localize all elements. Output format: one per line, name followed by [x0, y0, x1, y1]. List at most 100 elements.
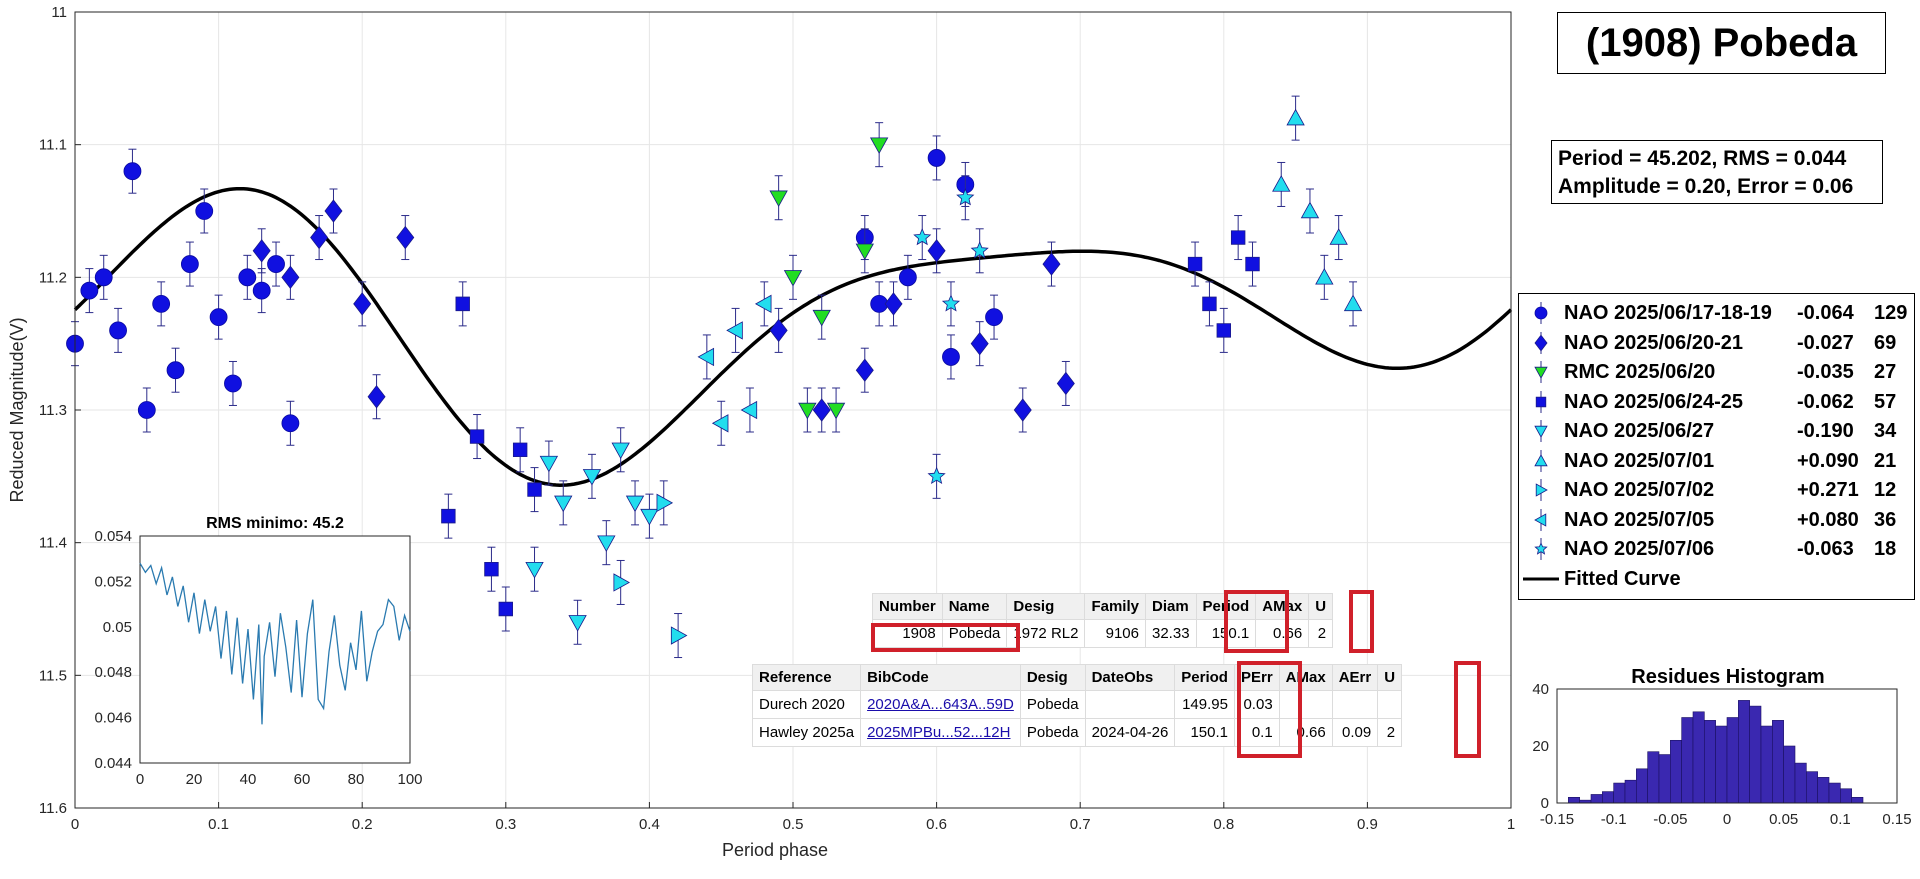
hist-y-tick-label: 40 — [1532, 681, 1549, 698]
data-points-layer — [66, 95, 1363, 659]
data-point — [252, 281, 271, 300]
y-tick-label: 11 — [51, 4, 67, 21]
fit-stats-box: Period = 45.202, RMS = 0.044 Amplitude =… — [1551, 140, 1883, 204]
inset-y-tick-label: 0.046 — [94, 710, 132, 727]
data-point — [1329, 228, 1348, 245]
legend-item: NAO 2025/06/24-25 -0.062 57 — [1519, 387, 1914, 416]
x-tick-label: 0.3 — [495, 816, 516, 833]
period-references-table: Reference BibCode Desig DateObs Period PErr AM… — [751, 664, 1403, 747]
fitted-curve-layer — [73, 186, 1513, 487]
table-header-period: Period — [1174, 664, 1235, 691]
histogram-bar — [1806, 771, 1818, 804]
data-point — [697, 347, 715, 367]
data-point — [137, 401, 156, 419]
data-point — [1245, 256, 1260, 272]
data-point — [769, 190, 788, 208]
data-point — [484, 562, 499, 577]
object-title: (1908) Pobeda — [1557, 12, 1886, 74]
data-point — [441, 508, 456, 524]
fit-stats-line2: Amplitude = 0.20, Error = 0.06 — [1558, 175, 1854, 198]
table-cell: 2 — [1377, 718, 1403, 747]
data-point — [941, 294, 960, 312]
legend-marker — [1534, 366, 1548, 379]
histogram-bar — [1624, 779, 1637, 804]
legend-marker — [1535, 483, 1548, 497]
data-point — [783, 270, 803, 287]
histogram-bar — [1726, 717, 1739, 804]
legend-count: 36 — [1874, 508, 1897, 531]
triangle-left-marker-icon — [1534, 508, 1547, 531]
bibcode-link[interactable]: 2025MPBu...52...12H — [860, 718, 1021, 747]
data-point — [109, 321, 127, 340]
legend-label: NAO 2025/06/27 — [1564, 420, 1715, 442]
data-point — [396, 225, 415, 250]
table-header-u: U — [1377, 664, 1403, 691]
table-cell: Pobeda — [1019, 690, 1086, 719]
bibcode-link[interactable]: 2020A&A...643A..59D — [860, 690, 1021, 719]
legend-offset: -0.027 — [1797, 331, 1854, 354]
fitted-curve — [73, 186, 1513, 487]
table-cell: 32.33 — [1145, 619, 1197, 648]
hist-x-tick-label: 0 — [1723, 811, 1731, 828]
table-cell: 149.95 — [1174, 690, 1235, 719]
data-point — [812, 309, 831, 327]
histogram-bar — [1851, 796, 1864, 804]
lcdb-summary-table: Number Name Desig Family Diam Period AMax U 190… — [872, 593, 1334, 648]
data-point — [1042, 252, 1061, 276]
legend-offset: -0.035 — [1797, 361, 1854, 383]
legend-label: NAO 2025/07/05 — [1564, 508, 1715, 531]
histogram-bar — [1692, 711, 1705, 804]
table-cell: 9106 — [1084, 619, 1146, 648]
legend-item: NAO 2025/07/02 +0.271 12 — [1519, 475, 1914, 504]
legend-count: 69 — [1874, 331, 1897, 354]
table-header-name: Name — [941, 593, 1008, 620]
line-marker-icon — [1523, 577, 1559, 580]
main-tick-labels: 0 0.1 0.2 0.3 0.4 0.5 0.6 0.7 0.8 0.9 11111.111.21… — [39, 4, 1515, 833]
square-marker-icon — [1535, 390, 1547, 413]
x-tick-label: 0.6 — [926, 816, 947, 833]
data-point — [498, 601, 513, 617]
x-tick-label: 0.7 — [1070, 816, 1091, 833]
data-point — [1343, 294, 1363, 312]
table-cell — [1331, 690, 1379, 719]
histogram-bar — [1760, 725, 1773, 804]
legend-item: NAO 2025/07/05 +0.080 36 — [1519, 505, 1914, 534]
triangle-down-marker-icon — [1534, 361, 1548, 383]
data-point — [927, 149, 946, 167]
table-cell: 0.09 — [1331, 718, 1379, 747]
histogram-bar — [1783, 745, 1796, 804]
data-point — [367, 385, 386, 409]
data-point — [985, 308, 1003, 327]
histogram-frame — [1556, 688, 1898, 804]
data-point — [798, 402, 817, 420]
histogram-bar — [1828, 782, 1841, 804]
data-point — [267, 255, 285, 273]
data-point — [611, 442, 630, 460]
histogram-bar — [1568, 796, 1580, 804]
histogram-bar — [1670, 739, 1682, 804]
legend-count: 27 — [1874, 361, 1897, 383]
histogram-title: Residues Histogram — [1631, 666, 1824, 688]
data-point — [455, 296, 470, 312]
legend-marker — [1534, 453, 1548, 466]
data-point — [224, 374, 242, 393]
data-point — [238, 268, 257, 287]
y-tick-label: 11.1 — [39, 137, 67, 154]
inset-x-tick-label: 80 — [348, 771, 365, 788]
triangle-down-marker-icon — [1534, 420, 1548, 442]
legend-label: NAO 2025/06/17-18-19 — [1564, 302, 1772, 324]
table-header-diam: Diam — [1145, 593, 1197, 620]
data-point — [1230, 230, 1246, 245]
legend-marker — [1534, 306, 1548, 320]
legend-label: NAO 2025/07/02 — [1564, 479, 1715, 501]
x-tick-label: 0.2 — [352, 816, 373, 833]
table-row: Durech 2020 2020A&A...643A..59D Pobeda 149.… — [751, 690, 1403, 719]
table-header-aerr: AErr — [1331, 664, 1379, 691]
legend-count: 34 — [1874, 420, 1897, 442]
table-cell: 0.66 — [1278, 718, 1333, 747]
data-point — [1216, 323, 1231, 338]
data-point — [942, 348, 960, 366]
y-axis-label: Reduced Magnitude(V) — [7, 317, 27, 502]
hist-y-tick-label: 20 — [1532, 738, 1549, 755]
